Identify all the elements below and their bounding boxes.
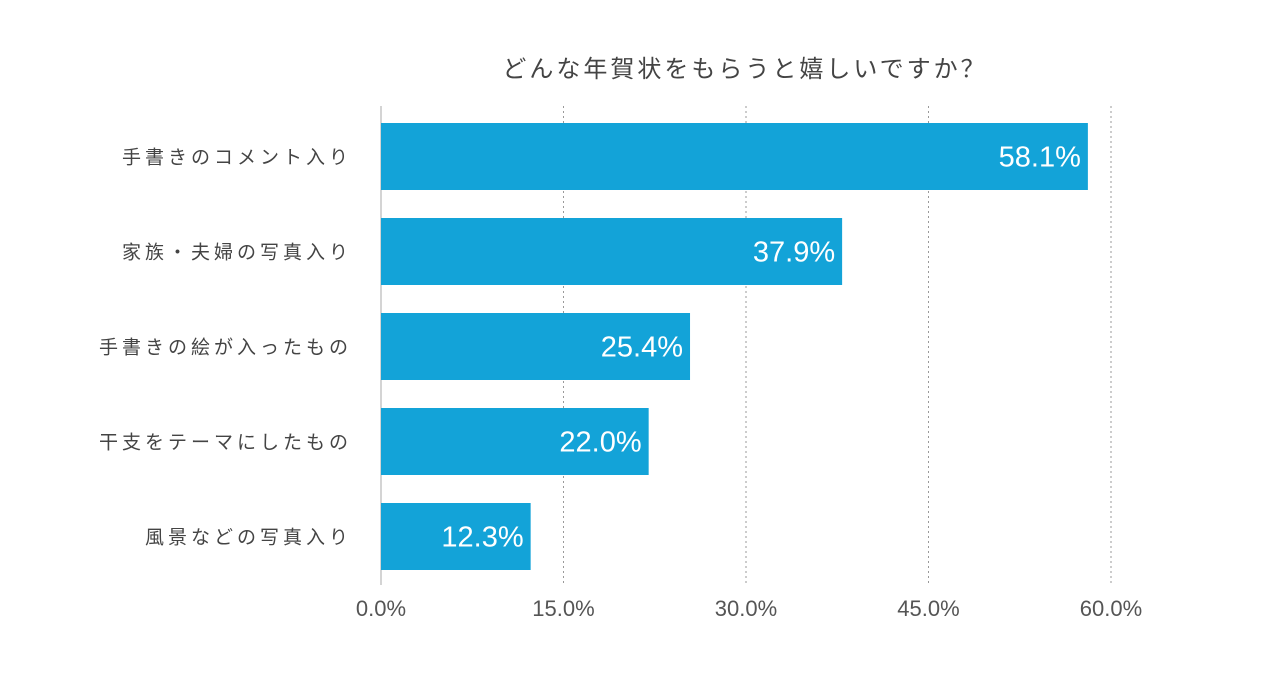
category-label: 手書きのコメント入り [122, 147, 352, 169]
bar [381, 218, 843, 285]
bar [381, 313, 691, 380]
data-label: 12.3% [441, 522, 523, 554]
bar [381, 503, 531, 570]
category-label: 家族・夫婦の写真入り [122, 242, 352, 264]
x-tick-label: 30.0% [715, 596, 777, 621]
x-tick-labels: 0.0% 15.0% 30.0% 45.0% 60.0% [356, 596, 1142, 621]
category-label: 手書きの絵が入ったもの [99, 337, 352, 359]
data-label: 37.9% [753, 237, 835, 269]
x-tick-label: 0.0% [356, 596, 406, 621]
data-label: 58.1% [999, 142, 1081, 174]
x-tick-label: 60.0% [1080, 596, 1142, 621]
data-label: 25.4% [601, 332, 683, 364]
x-tick-label: 15.0% [532, 596, 594, 621]
category-label: 干支をテーマにしたもの [99, 432, 352, 454]
category-labels: 手書きのコメント入り家族・夫婦の写真入り手書きの絵が入ったもの干支をテーマにした… [99, 147, 352, 549]
bar [381, 408, 649, 475]
bars: 58.1% 37.9% 25.4% 22.0% 12.3% [381, 123, 1088, 570]
chart-title: どんな年賀状をもらうと嬉しいですか？ [502, 55, 987, 83]
data-label: 22.0% [559, 427, 641, 459]
category-label: 風景などの写真入り [145, 527, 352, 549]
bar [381, 123, 1088, 190]
x-tick-label: 45.0% [897, 596, 959, 621]
